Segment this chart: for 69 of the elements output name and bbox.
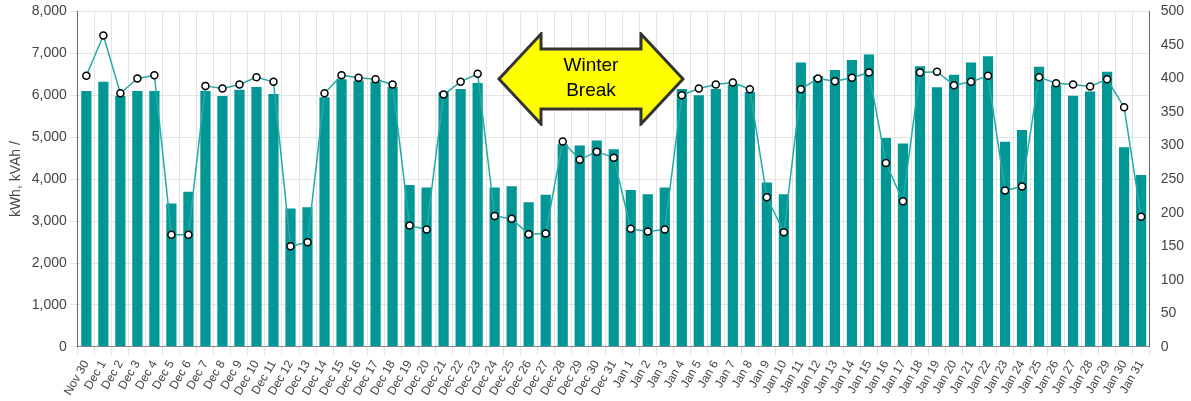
y2-tick-label: 50 xyxy=(1160,304,1177,321)
bar xyxy=(676,88,687,347)
y2-tick-label: 150 xyxy=(1160,237,1185,254)
bar xyxy=(81,91,92,347)
y2-tick-label: 100 xyxy=(1160,270,1185,287)
bar xyxy=(1033,66,1045,347)
y-axis-title: kWh, kVAh / xyxy=(7,141,24,218)
annotation: Winter Break xyxy=(562,53,620,102)
bar xyxy=(523,202,534,347)
bar xyxy=(268,94,279,347)
bar xyxy=(659,187,670,347)
bar xyxy=(183,191,194,347)
bar xyxy=(863,54,875,347)
bar xyxy=(1016,130,1028,347)
y-tick-label: 6,000 xyxy=(31,86,68,103)
bar xyxy=(98,81,109,347)
bar xyxy=(421,187,432,347)
bar xyxy=(149,91,160,347)
bar xyxy=(761,182,772,347)
bar xyxy=(880,138,892,347)
bar xyxy=(166,203,177,347)
bar xyxy=(608,149,619,347)
y-tick-label: 4,000 xyxy=(31,170,68,186)
y-tick-label: 0 xyxy=(59,337,68,354)
y2-tick-label: 250 xyxy=(1160,170,1185,186)
bar xyxy=(1119,147,1130,347)
bar xyxy=(1067,95,1079,347)
bar xyxy=(931,87,943,347)
bar xyxy=(829,70,841,347)
bar xyxy=(812,75,823,347)
y2-tick-label: 0 xyxy=(1160,337,1169,354)
bar xyxy=(438,91,449,347)
bar xyxy=(591,140,602,347)
bar xyxy=(999,141,1011,347)
bar xyxy=(506,186,517,347)
bar xyxy=(540,194,551,347)
bar xyxy=(132,91,143,347)
y2-tick-label: 450 xyxy=(1160,35,1185,52)
y-tick-label: 7,000 xyxy=(31,44,68,61)
bar xyxy=(948,74,960,347)
bar xyxy=(217,96,228,347)
y-tick-label: 2,000 xyxy=(31,253,68,270)
y2-tick-label: 350 xyxy=(1160,102,1185,119)
bar xyxy=(285,208,296,347)
bar xyxy=(642,194,653,347)
bar xyxy=(1102,71,1113,347)
bar xyxy=(574,145,585,347)
bar xyxy=(472,83,483,347)
bar xyxy=(302,207,313,347)
bar xyxy=(982,56,994,347)
bar xyxy=(404,185,415,347)
bar xyxy=(965,62,977,347)
y2-tick-label: 400 xyxy=(1160,69,1185,86)
y2-tick-label: 500 xyxy=(1160,2,1185,19)
y2-tick-label: 200 xyxy=(1160,203,1185,220)
bar xyxy=(251,86,262,347)
bar xyxy=(897,143,909,347)
bar xyxy=(778,194,789,347)
y2-tick-label: 300 xyxy=(1160,136,1185,153)
bar xyxy=(625,190,636,347)
y-tick-label: 5,000 xyxy=(31,128,68,145)
bar xyxy=(795,62,806,347)
y-tick-label: 8,000 xyxy=(31,2,68,19)
y-tick-label: 3,000 xyxy=(31,211,68,228)
bar xyxy=(489,187,500,347)
y-tick-label: 1,000 xyxy=(31,295,68,312)
bar xyxy=(846,60,858,347)
bar xyxy=(1136,174,1147,347)
bar xyxy=(914,66,926,347)
